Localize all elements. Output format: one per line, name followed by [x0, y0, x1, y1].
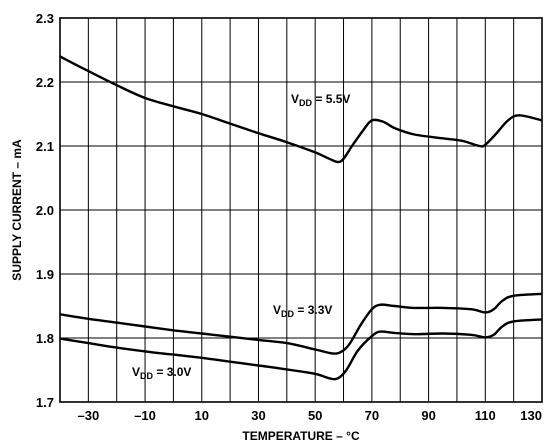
- series-line-vdd-3-3v: [59, 292, 543, 355]
- series-label-vdd-3-0v: VDD = 3.0V: [132, 365, 191, 381]
- grid-lines: [60, 18, 542, 402]
- x-tick-label: 10: [195, 408, 209, 423]
- x-tick-label: 50: [308, 408, 322, 423]
- x-tick-label: 110: [475, 408, 496, 423]
- series-label-base: V: [132, 365, 140, 379]
- y-tick-label: 1.9: [36, 267, 54, 282]
- series-label-sub: DD: [140, 371, 153, 381]
- x-tick-labels: –30 –10 10 30 50 70 90 110 130: [78, 408, 542, 423]
- y-tick-label: 1.7: [36, 395, 54, 410]
- series-line-vdd-3-0v: [59, 318, 543, 381]
- series-label-sub: DD: [281, 309, 294, 319]
- x-tick-label: 130: [520, 408, 542, 423]
- x-tick-label: –10: [134, 408, 156, 423]
- series-label-rest: = 3.3V: [294, 303, 332, 317]
- y-tick-label: 2.1: [36, 139, 54, 154]
- x-tick-label: 30: [251, 408, 265, 423]
- y-axis-title: SUPPLY CURRENT – mA: [10, 139, 24, 281]
- x-tick-label: 90: [421, 408, 435, 423]
- series-label-vdd-3-3v: VDD = 3.3V: [273, 303, 332, 319]
- y-tick-label: 2.0: [36, 203, 54, 218]
- series-label-sub: DD: [299, 98, 312, 108]
- x-tick-label: 70: [365, 408, 379, 423]
- series-label-rest: = 3.0V: [153, 365, 191, 379]
- y-tick-label: 1.8: [36, 331, 54, 346]
- data-series-group: [59, 55, 543, 381]
- x-tick-label: –30: [78, 408, 100, 423]
- series-label-base: V: [291, 92, 299, 106]
- series-label-vdd-5-5v: VDD = 5.5V: [291, 92, 350, 108]
- series-label-rest: = 5.5V: [312, 92, 350, 106]
- y-tick-label: 2.3: [36, 11, 54, 26]
- series-line-vdd-5-5v: [59, 55, 543, 164]
- series-label-base: V: [273, 303, 281, 317]
- y-tick-label: 2.2: [36, 75, 54, 90]
- y-tick-labels: 1.7 1.8 1.9 2.0 2.1 2.2 2.3: [36, 11, 54, 410]
- x-axis-title: TEMPERATURE – °C: [242, 429, 360, 443]
- plot-frame: [59, 17, 543, 403]
